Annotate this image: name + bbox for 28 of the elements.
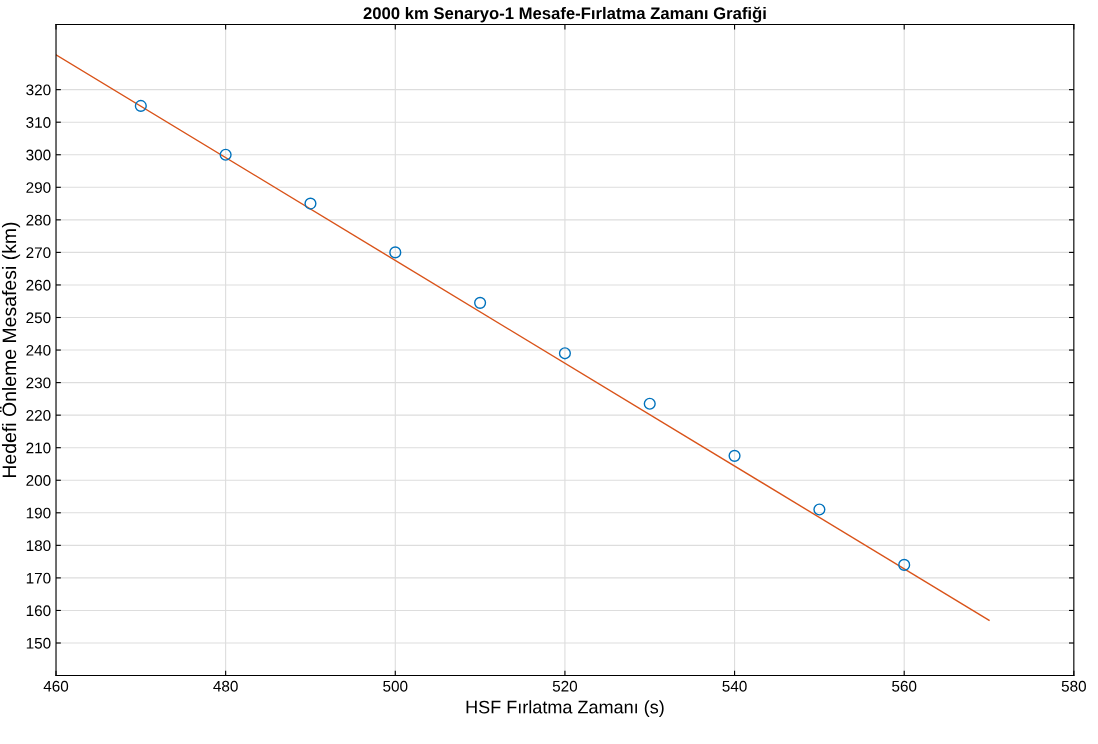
y-axis-title: Hedefi Önleme Mesafesi (km) (0, 222, 21, 478)
y-tick-label: 180 (26, 540, 51, 552)
x-tick-label: 520 (552, 680, 578, 692)
x-tick-label: 580 (1061, 680, 1086, 692)
y-tick-label: 210 (26, 442, 51, 454)
y-tick-label: 310 (26, 117, 51, 128)
x-tick-label: 560 (892, 680, 917, 692)
y-tick-label: 320 (26, 84, 51, 96)
y-tick-label: 300 (26, 149, 51, 161)
y-tick-label: 290 (26, 182, 51, 193)
y-tick-label: 270 (26, 247, 51, 259)
y-tick-label: 170 (26, 572, 51, 584)
y-tick-label: 150 (26, 637, 51, 649)
x-tick-label: 480 (213, 680, 238, 692)
x-tick-label: 500 (383, 680, 408, 692)
x-tick-label: 540 (722, 680, 747, 692)
y-tick-label: 280 (26, 214, 51, 226)
y-tick-label: 220 (26, 410, 51, 421)
y-tick-label: 200 (26, 475, 51, 486)
y-tick-label: 250 (26, 312, 51, 324)
y-tick-label: 240 (26, 344, 51, 356)
x-tick-label: 460 (43, 680, 69, 692)
y-tick-label: 160 (26, 605, 51, 617)
y-tick-label: 260 (26, 279, 51, 291)
x-axis-title: HSF Fırlatma Zamanı (s) (466, 700, 664, 718)
chart-title: 2000 km Senaryo-1 Mesafe-Fırlatma Zamanı Grafiği (363, 6, 766, 23)
y-tick-label: 230 (26, 377, 51, 389)
y-tick-label: 190 (26, 507, 51, 519)
